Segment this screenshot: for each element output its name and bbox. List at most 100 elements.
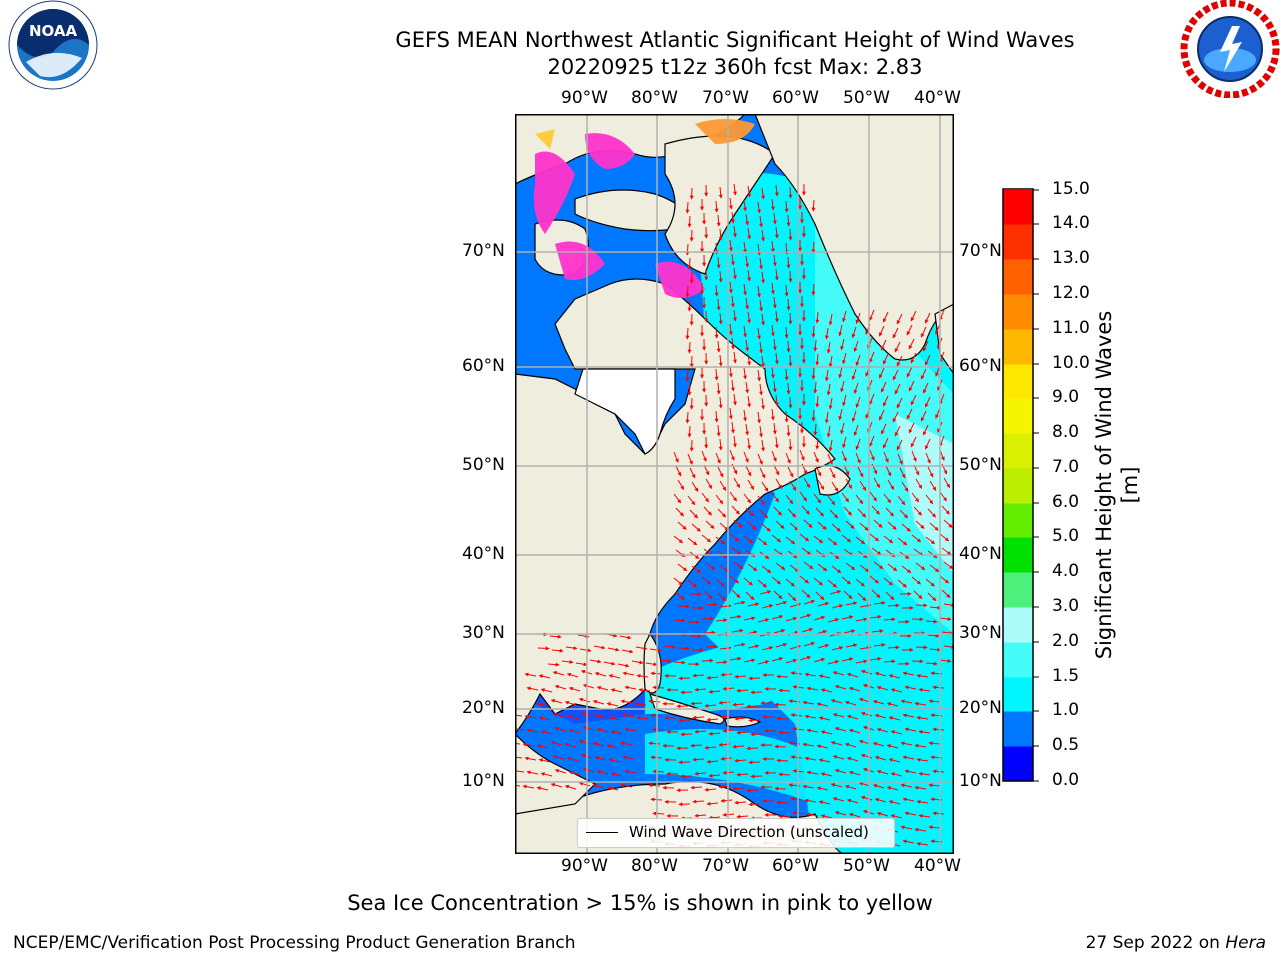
wave-direction-arrow bbox=[606, 702, 619, 707]
wave-direction-arrow bbox=[649, 648, 662, 653]
wave-direction-arrow bbox=[522, 784, 535, 789]
wave-direction-arrow bbox=[736, 688, 749, 693]
wave-direction-arrow bbox=[687, 453, 693, 465]
wave-direction-arrow bbox=[784, 284, 789, 297]
wave-direction-arrow bbox=[775, 600, 788, 606]
wave-direction-arrow bbox=[549, 634, 562, 639]
wave-direction-arrow bbox=[685, 201, 690, 214]
wave-direction-arrow bbox=[730, 295, 735, 308]
wave-direction-arrow bbox=[648, 741, 661, 746]
wave-direction-arrow bbox=[916, 673, 929, 678]
wave-direction-arrow bbox=[785, 452, 791, 464]
wave-direction-arrow bbox=[550, 740, 563, 746]
wave-direction-arrow bbox=[932, 811, 945, 816]
wave-direction-arrow bbox=[834, 768, 847, 774]
wave-direction-arrow bbox=[621, 649, 634, 654]
wave-direction-arrow bbox=[761, 604, 774, 609]
wave-direction-arrow bbox=[747, 227, 752, 240]
wave-direction-arrow bbox=[759, 425, 764, 438]
wave-direction-arrow bbox=[886, 702, 899, 707]
wave-direction-arrow bbox=[882, 437, 889, 449]
wave-direction-arrow bbox=[759, 257, 764, 270]
wave-direction-arrow bbox=[736, 730, 749, 735]
wave-direction-arrow bbox=[551, 648, 564, 653]
wave-direction-arrow bbox=[904, 811, 917, 816]
wave-direction-arrow bbox=[802, 700, 815, 705]
wave-direction-arrow bbox=[680, 690, 693, 695]
wave-direction-arrow bbox=[718, 270, 723, 283]
wave-direction-arrow bbox=[732, 702, 745, 707]
wave-direction-arrow bbox=[906, 366, 913, 378]
wave-direction-arrow bbox=[801, 547, 812, 556]
wave-direction-arrow bbox=[918, 771, 931, 776]
wave-direction-arrow bbox=[596, 685, 609, 691]
wave-direction-arrow bbox=[720, 714, 733, 719]
colorbar-frame bbox=[1002, 188, 1034, 782]
wave-direction-arrow bbox=[786, 298, 791, 311]
wave-direction-arrow bbox=[673, 618, 686, 623]
wave-direction-arrow bbox=[705, 520, 715, 529]
wave-direction-arrow bbox=[788, 354, 793, 367]
wave-direction-arrow bbox=[902, 755, 915, 760]
wave-direction-arrow bbox=[550, 782, 563, 788]
wave-direction-arrow bbox=[846, 714, 859, 720]
wave-direction-arrow bbox=[761, 397, 766, 410]
wave-direction-arrow bbox=[929, 522, 939, 531]
wave-direction-arrow bbox=[880, 381, 887, 393]
wave-direction-arrow bbox=[743, 283, 748, 296]
wave-direction-arrow bbox=[692, 799, 705, 804]
wave-direction-arrow bbox=[928, 699, 941, 704]
wave-direction-arrow bbox=[826, 383, 831, 396]
wave-direction-arrow bbox=[675, 465, 682, 477]
wave-direction-arrow bbox=[718, 186, 723, 199]
wave-direction-arrow bbox=[879, 409, 885, 421]
wave-direction-arrow bbox=[715, 578, 725, 587]
wave-direction-arrow bbox=[734, 800, 747, 805]
wave-direction-arrow bbox=[743, 493, 752, 504]
wave-direction-arrow bbox=[515, 768, 525, 773]
wave-direction-arrow bbox=[790, 797, 803, 802]
wave-direction-arrow bbox=[540, 688, 553, 693]
wave-direction-arrow bbox=[914, 827, 927, 832]
wave-direction-arrow bbox=[732, 393, 737, 406]
wave-direction-arrow bbox=[804, 798, 817, 803]
wave-direction-arrow bbox=[566, 714, 579, 720]
wave-direction-arrow bbox=[685, 411, 690, 424]
wave-direction-arrow bbox=[801, 589, 811, 599]
wave-direction-arrow bbox=[813, 339, 818, 352]
wave-direction-arrow bbox=[874, 713, 887, 719]
wave-direction-arrow bbox=[701, 450, 707, 462]
wave-direction-arrow bbox=[840, 422, 845, 435]
wave-direction-arrow bbox=[692, 715, 705, 720]
wave-direction-arrow bbox=[575, 662, 588, 667]
wave-direction-arrow bbox=[901, 565, 912, 574]
wave-direction-arrow bbox=[914, 743, 927, 748]
wave-direction-arrow bbox=[743, 199, 748, 212]
wave-direction-arrow bbox=[728, 281, 733, 294]
colorbar-tick-label: 13.0 bbox=[1052, 248, 1090, 268]
wave-direction-arrow bbox=[733, 561, 744, 570]
wave-direction-arrow bbox=[815, 311, 820, 324]
wave-direction-arrow bbox=[774, 436, 779, 449]
wave-direction-arrow bbox=[728, 197, 733, 210]
wave-direction-arrow bbox=[772, 422, 777, 435]
wave-direction-arrow bbox=[788, 186, 793, 199]
wave-direction-arrow bbox=[703, 630, 716, 635]
wave-direction-arrow bbox=[834, 684, 847, 690]
wave-direction-arrow bbox=[673, 577, 683, 586]
footer-credit: NCEP/EMC/Verification Post Processing Pr… bbox=[13, 933, 576, 953]
wave-direction-arrow bbox=[784, 200, 789, 213]
wave-direction-arrow bbox=[774, 702, 787, 707]
wave-direction-arrow bbox=[592, 699, 605, 705]
wave-direction-arrow bbox=[869, 309, 875, 321]
wave-direction-arrow bbox=[715, 494, 724, 505]
wave-direction-arrow bbox=[882, 395, 889, 407]
wave-direction-arrow bbox=[827, 537, 838, 546]
wave-direction-arrow bbox=[787, 466, 794, 478]
wave-direction-arrow bbox=[876, 811, 889, 817]
wave-direction-arrow bbox=[745, 423, 750, 436]
wave-direction-arrow bbox=[908, 338, 915, 350]
wave-direction-arrow bbox=[784, 326, 789, 339]
wave-direction-arrow bbox=[941, 547, 952, 556]
wave-direction-arrow bbox=[873, 601, 886, 606]
